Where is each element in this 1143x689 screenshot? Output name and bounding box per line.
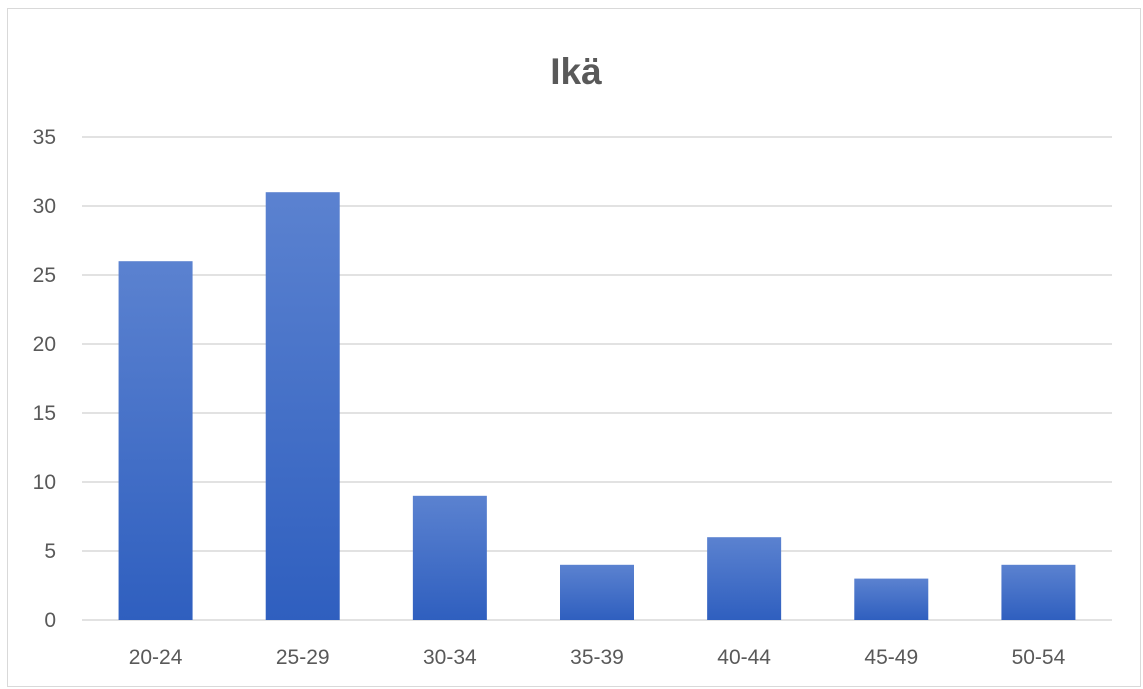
y-tick-label: 25 <box>33 264 56 287</box>
bar-25-29 <box>265 192 340 620</box>
x-tick-label: 40-44 <box>717 646 771 669</box>
bar-35-39 <box>560 564 634 620</box>
y-tick-label: 10 <box>33 471 56 494</box>
bars <box>118 192 1076 620</box>
y-tick-label: 15 <box>33 402 56 425</box>
y-tick-label: 0 <box>44 609 56 632</box>
bar-50-54 <box>1001 564 1076 620</box>
gridlines <box>82 136 1112 621</box>
x-tick-label: 25-29 <box>276 646 330 669</box>
y-tick-label: 5 <box>44 540 56 563</box>
chart-title: Ikä <box>550 51 602 92</box>
x-axis-tick-labels: 20-24 25-29 30-34 35-39 40-44 45-49 50-54 <box>129 646 1066 669</box>
bar-20-24 <box>118 261 193 620</box>
bar-40-44 <box>707 537 782 620</box>
y-axis-tick-labels: 0 5 10 15 20 25 30 35 <box>33 126 56 632</box>
y-tick-label: 35 <box>33 126 56 149</box>
bar-45-49 <box>854 578 929 620</box>
y-tick-label: 30 <box>33 195 56 218</box>
bar-30-34 <box>412 495 487 620</box>
x-tick-label: 45-49 <box>864 646 918 669</box>
x-tick-label: 30-34 <box>423 646 477 669</box>
x-tick-label: 50-54 <box>1012 646 1066 669</box>
y-tick-label: 20 <box>33 333 56 356</box>
x-tick-label: 35-39 <box>570 646 624 669</box>
x-tick-label: 20-24 <box>129 646 183 669</box>
